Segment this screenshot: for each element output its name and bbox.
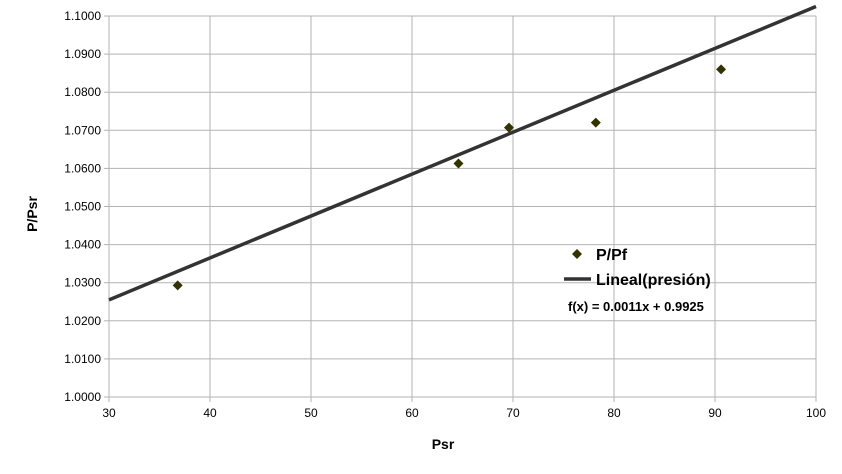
x-tick-label-7: 100 [806,406,826,420]
x-tick-label-2: 50 [304,406,318,420]
y-axis-ticks: 1.0000 1.0100 1.0200 1.0300 1.0400 1.0500 1.06… [64,9,109,404]
y-tick-label-10: 1.1000 [64,9,101,23]
trendline-group [108,4,817,302]
data-point-4 [716,64,727,75]
x-tick-label-3: 60 [405,406,419,420]
grid-lines [108,15,817,398]
trendline [108,4,817,302]
legend-marker-diamond [572,249,582,259]
data-point-1 [453,158,464,169]
y-tick-label-0: 1.0000 [64,390,101,404]
x-axis-ticks: 30 40 50 60 70 80 90 100 [102,397,826,420]
y-tick-label-3: 1.0300 [64,276,101,290]
y-tick-label-8: 1.0800 [64,85,101,99]
legend-label-trendline: Lineal(presión) [596,272,711,289]
x-tick-label-0: 30 [102,406,116,420]
x-tick-label-4: 70 [506,406,520,420]
x-axis-title: Psr [432,436,455,452]
trendline-equation: f(x) = 0.0011x + 0.9925 [568,299,704,314]
legend-label-series: P/Pf [596,247,628,264]
y-axis-title: P/Psr [24,196,40,232]
x-tick-label-5: 80 [607,406,621,420]
y-tick-label-1: 1.0100 [64,352,101,366]
y-tick-label-2: 1.0200 [64,314,101,328]
x-tick-label-6: 90 [708,406,722,420]
data-point-2 [503,122,514,133]
x-tick-label-1: 40 [203,406,217,420]
y-tick-label-7: 1.0700 [64,123,101,137]
y-tick-label-5: 1.0500 [64,200,101,214]
data-point-3 [590,117,601,128]
data-point-0 [172,280,183,291]
legend: P/Pf Lineal(presión) f(x) = 0.0011x + 0.… [564,247,711,314]
data-points [172,64,727,291]
y-tick-label-6: 1.0600 [64,161,101,175]
y-tick-label-4: 1.0400 [64,238,101,252]
y-tick-label-9: 1.0900 [64,47,101,61]
